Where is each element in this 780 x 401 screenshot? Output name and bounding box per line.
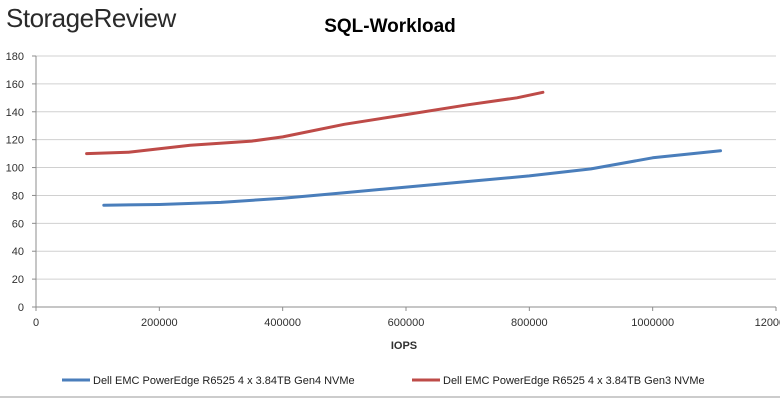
x-tick-label: 1000000 [631,317,674,329]
axes [35,56,776,308]
x-axis-ticks: 0 200000 400000 600000 800000 1000000 1200000 [33,307,780,329]
y-tick-label: 40 [12,246,24,258]
y-tick-label: 60 [12,218,24,230]
series-line-1 [102,149,722,207]
chart-title: SQL-Workload [324,16,456,37]
x-tick-label: 600000 [388,317,425,329]
x-axis-label: IOPS [391,340,417,352]
x-tick-label: 1200000 [755,317,780,329]
storagereview-logo: StorageReview [6,3,177,33]
legend: Dell EMC PowerEdge R6525 4 x 3.84TB Gen4… [62,375,705,387]
legend-label: Dell EMC PowerEdge R6525 4 x 3.84TB Gen3… [443,375,705,387]
x-tick-label: 0 [33,317,39,329]
y-tick-label: 120 [6,135,24,147]
series-line-2 [85,90,545,156]
gridlines [36,55,776,280]
x-tick-label: 800000 [511,317,548,329]
y-tick-label: 20 [12,274,24,286]
y-tick-label: 180 [6,51,24,63]
y-axis-ticks: 0 20 40 60 80 100 120 140 160 180 [6,51,36,314]
series-lines [85,90,722,207]
y-tick-label: 160 [6,79,24,91]
x-tick-label: 200000 [141,317,178,329]
x-tick-label: 400000 [264,317,301,329]
logo-text: StorageReview [6,3,177,33]
legend-item: Dell EMC PowerEdge R6525 4 x 3.84TB Gen3… [412,375,705,387]
legend-label: Dell EMC PowerEdge R6525 4 x 3.84TB Gen4… [93,375,355,387]
y-tick-label: 0 [18,302,24,314]
legend-item: Dell EMC PowerEdge R6525 4 x 3.84TB Gen4… [62,375,355,387]
y-tick-label: 80 [12,190,24,202]
y-tick-label: 100 [6,163,24,175]
y-tick-label: 140 [6,107,24,119]
